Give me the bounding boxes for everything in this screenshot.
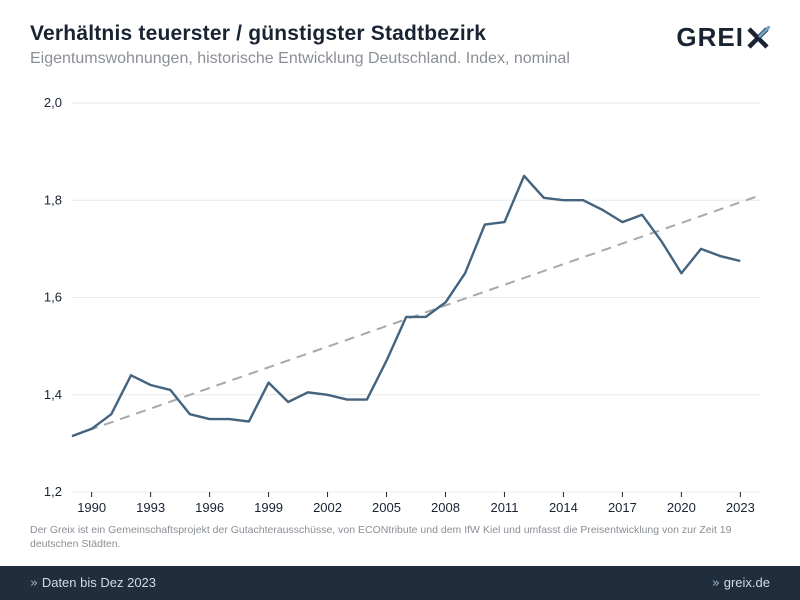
- chart-subtitle: Eigentumswohnungen, historische Entwickl…: [30, 50, 676, 68]
- svg-text:1,4: 1,4: [44, 387, 62, 402]
- svg-text:2014: 2014: [549, 500, 578, 515]
- svg-text:1993: 1993: [136, 500, 165, 515]
- chart-area: 1,2 1,4 1,6 1,8 2,0 1990 1993 1996 1999 2002 2005 2…: [30, 95, 770, 520]
- svg-text:1999: 1999: [254, 500, 283, 515]
- chevron-icon: »: [30, 576, 38, 591]
- svg-text:1,8: 1,8: [44, 192, 62, 207]
- chevron-icon: »: [712, 576, 720, 591]
- svg-text:1996: 1996: [195, 500, 224, 515]
- logo-text: GREI: [676, 22, 744, 53]
- svg-text:1990: 1990: [77, 500, 106, 515]
- svg-text:2005: 2005: [372, 500, 401, 515]
- svg-text:2008: 2008: [431, 500, 460, 515]
- footnote: Der Greix ist ein Gemeinschaftsprojekt d…: [30, 523, 770, 552]
- svg-text:2011: 2011: [490, 500, 518, 515]
- footer-bar: »Daten bis Dez 2023 »greix.de: [0, 566, 800, 600]
- svg-text:2017: 2017: [608, 500, 637, 515]
- svg-text:1,2: 1,2: [44, 484, 62, 499]
- title-block: Verhältnis teuerster / günstigster Stadt…: [30, 22, 676, 68]
- footer-right: »greix.de: [712, 575, 770, 591]
- svg-text:2023: 2023: [726, 500, 755, 515]
- chart-title: Verhältnis teuerster / günstigster Stadt…: [30, 22, 676, 46]
- svg-text:2020: 2020: [667, 500, 696, 515]
- brand-logo: GREI: [676, 22, 770, 53]
- svg-text:2,0: 2,0: [44, 95, 62, 110]
- svg-text:1,6: 1,6: [44, 290, 62, 305]
- svg-text:2002: 2002: [313, 500, 342, 515]
- line-chart: 1,2 1,4 1,6 1,8 2,0 1990 1993 1996 1999 2002 2005 2…: [30, 95, 770, 520]
- footer-left: »Daten bis Dez 2023: [30, 575, 156, 591]
- logo-x-icon: [746, 26, 770, 50]
- header: Verhältnis teuerster / günstigster Stadt…: [0, 0, 800, 68]
